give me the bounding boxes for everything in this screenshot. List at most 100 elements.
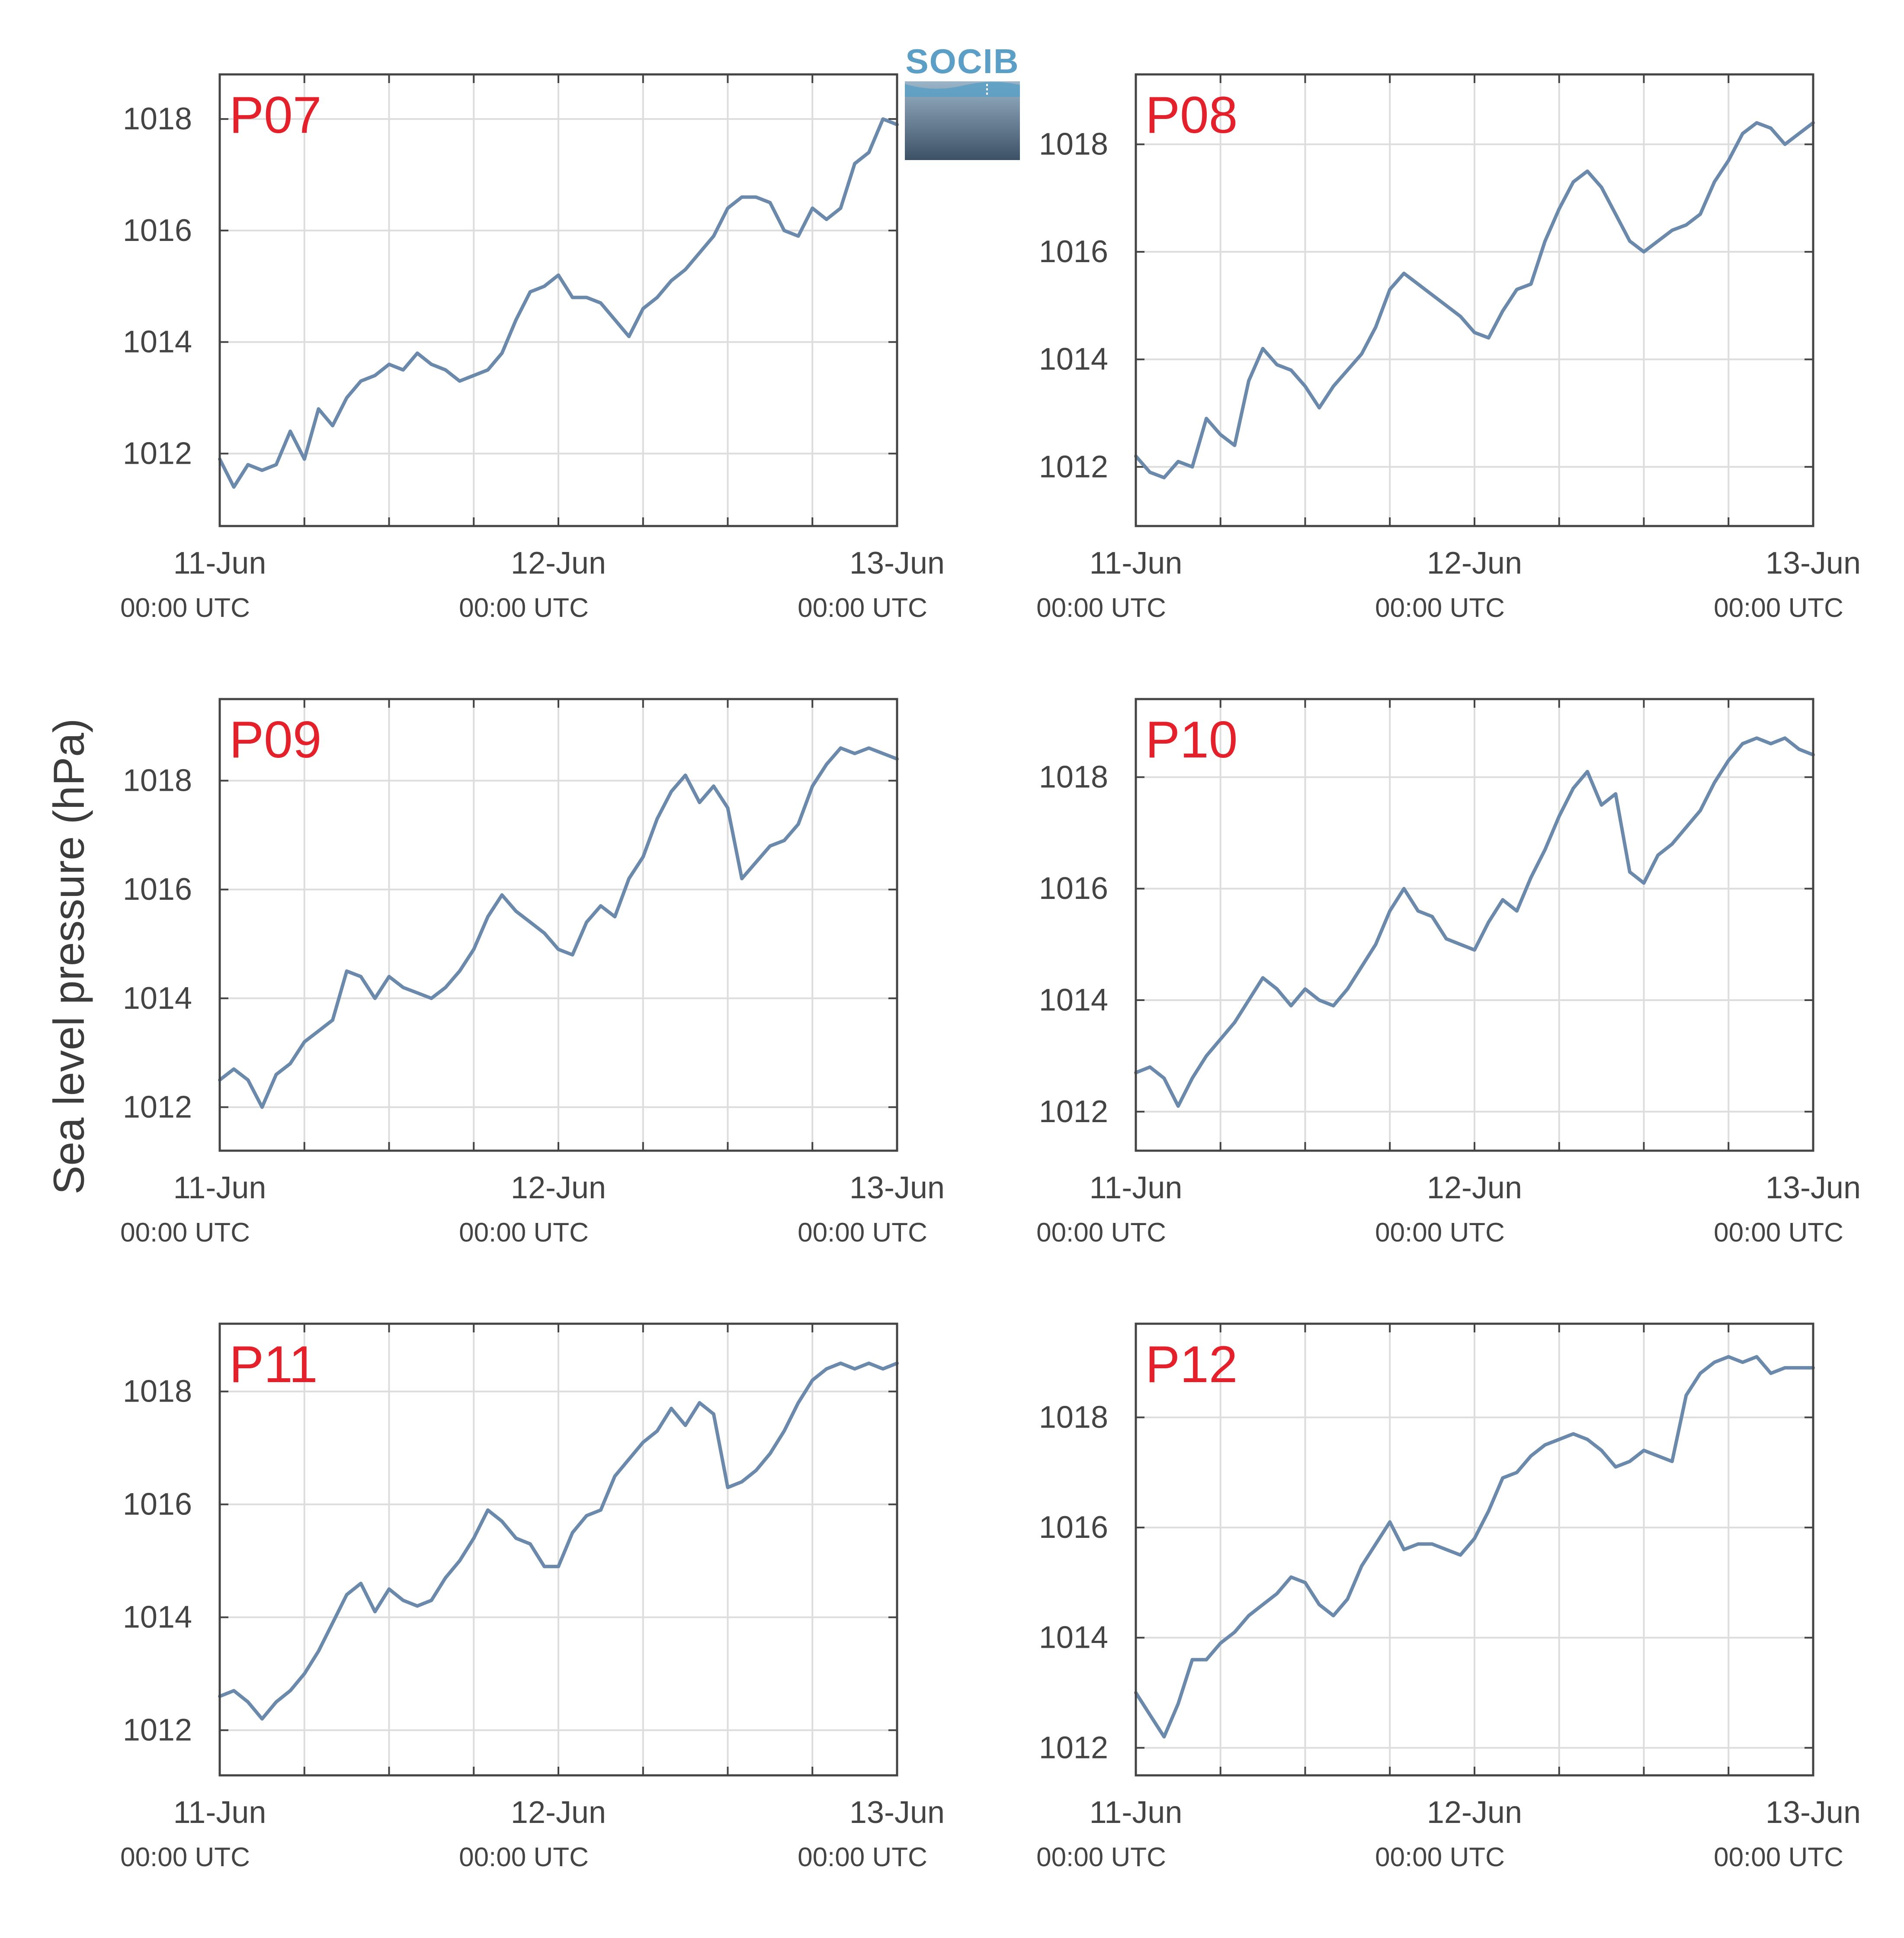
x-tick-label-time: 00:00 UTC [120,1218,250,1248]
x-tick-label-date: 11-Jun [1090,546,1183,581]
x-tick-label-time: 00:00 UTC [1375,593,1505,623]
data-point [1163,1735,1166,1738]
data-point [783,229,785,232]
data-point [740,196,744,199]
data-point [1176,460,1180,463]
data-point [458,379,461,382]
data-point [1205,417,1208,420]
data-point [275,1073,278,1076]
x-tick-label-date: 12-Jun [511,1795,606,1830]
x-tick-label-date: 12-Jun [511,546,606,581]
data-point [1741,742,1744,745]
y-axis-label: Sea level pressure (hPa) [45,718,93,1195]
data-point [472,948,475,951]
data-point [1191,1658,1194,1661]
data-point [684,1424,687,1427]
data-point [1304,1581,1307,1584]
data-point [444,1576,447,1579]
y-tick-label: 1012 [1039,449,1108,484]
data-point [684,774,687,777]
data-point [402,369,405,372]
data-point [1374,1543,1377,1546]
data-point [331,1621,334,1624]
y-tick-label: 1018 [1039,760,1108,794]
data-point [1346,369,1349,372]
data-point [416,352,419,355]
data-point [853,752,856,755]
data-point [1487,337,1490,339]
data-point [783,1429,785,1432]
data-point [811,785,814,788]
data-point [613,915,616,918]
data-point [1219,433,1222,436]
data-point [599,1508,602,1511]
data-point [1642,1449,1645,1452]
data-point [303,458,306,461]
data-point [331,1019,334,1022]
panel-label: P07 [229,86,322,144]
data-point [1445,937,1448,940]
panel-label: P09 [229,711,322,769]
x-tick-label-time: 00:00 UTC [120,1842,250,1872]
data-point [1713,180,1716,183]
data-point [1332,385,1335,388]
data-point [585,1514,588,1517]
y-tick-label: 1012 [1039,1730,1108,1765]
data-point [1572,180,1575,183]
data-point [317,1649,320,1652]
data-point [1304,988,1307,991]
data-point [1600,803,1603,806]
data-point [232,1068,235,1071]
data-point [712,785,715,788]
data-point [1586,170,1589,173]
data-point [1388,288,1391,291]
x-tick-label-date: 13-Jun [849,1171,945,1205]
data-point [853,162,856,165]
data-point [247,1701,250,1704]
x-tick-label-time: 00:00 UTC [1714,593,1843,623]
data-point [345,1593,348,1596]
data-point [345,969,348,972]
data-point [1515,909,1518,912]
data-point [388,1588,391,1591]
data-point [472,374,475,377]
data-point [1402,1548,1405,1551]
data-point [1798,1366,1801,1369]
data-point [726,1486,729,1489]
data-point [1219,1038,1222,1041]
data-point [1417,909,1420,912]
data-point [1600,186,1603,189]
data-point [1501,898,1504,901]
data-point [769,844,772,847]
data-point [1148,1713,1151,1716]
axes-frame [1135,73,1814,527]
data-point [1699,213,1702,216]
data-point [430,363,433,366]
y-tick-label: 1016 [1039,234,1108,269]
data-point [1642,882,1645,885]
data-point [1332,1004,1335,1007]
data-point [769,1452,772,1455]
data-point [1289,1004,1292,1007]
data-point [1755,737,1758,740]
data-point [641,307,644,310]
data-point [1289,369,1292,372]
data-point [656,1429,659,1432]
chart-panel-p10: 1012 1014 1016 1018 P10 11-Jun 00:00 UTC 12-Jun… [1036,698,1861,1248]
data-point [867,747,870,750]
data-point [1755,121,1758,124]
y-tick-label: 1012 [123,436,192,471]
x-tick-label-time: 00:00 UTC [1036,1218,1166,1248]
data-point [1304,385,1307,388]
data-point [1176,1702,1180,1705]
data-point [247,463,250,466]
data-point [571,296,574,299]
data-point [1628,870,1631,873]
data-point [260,469,263,472]
data-point [1148,471,1151,474]
data-point [1544,240,1547,243]
data-point [402,1599,405,1602]
data-point [825,1367,828,1370]
data-point [1544,1444,1547,1447]
data-point [388,363,391,366]
